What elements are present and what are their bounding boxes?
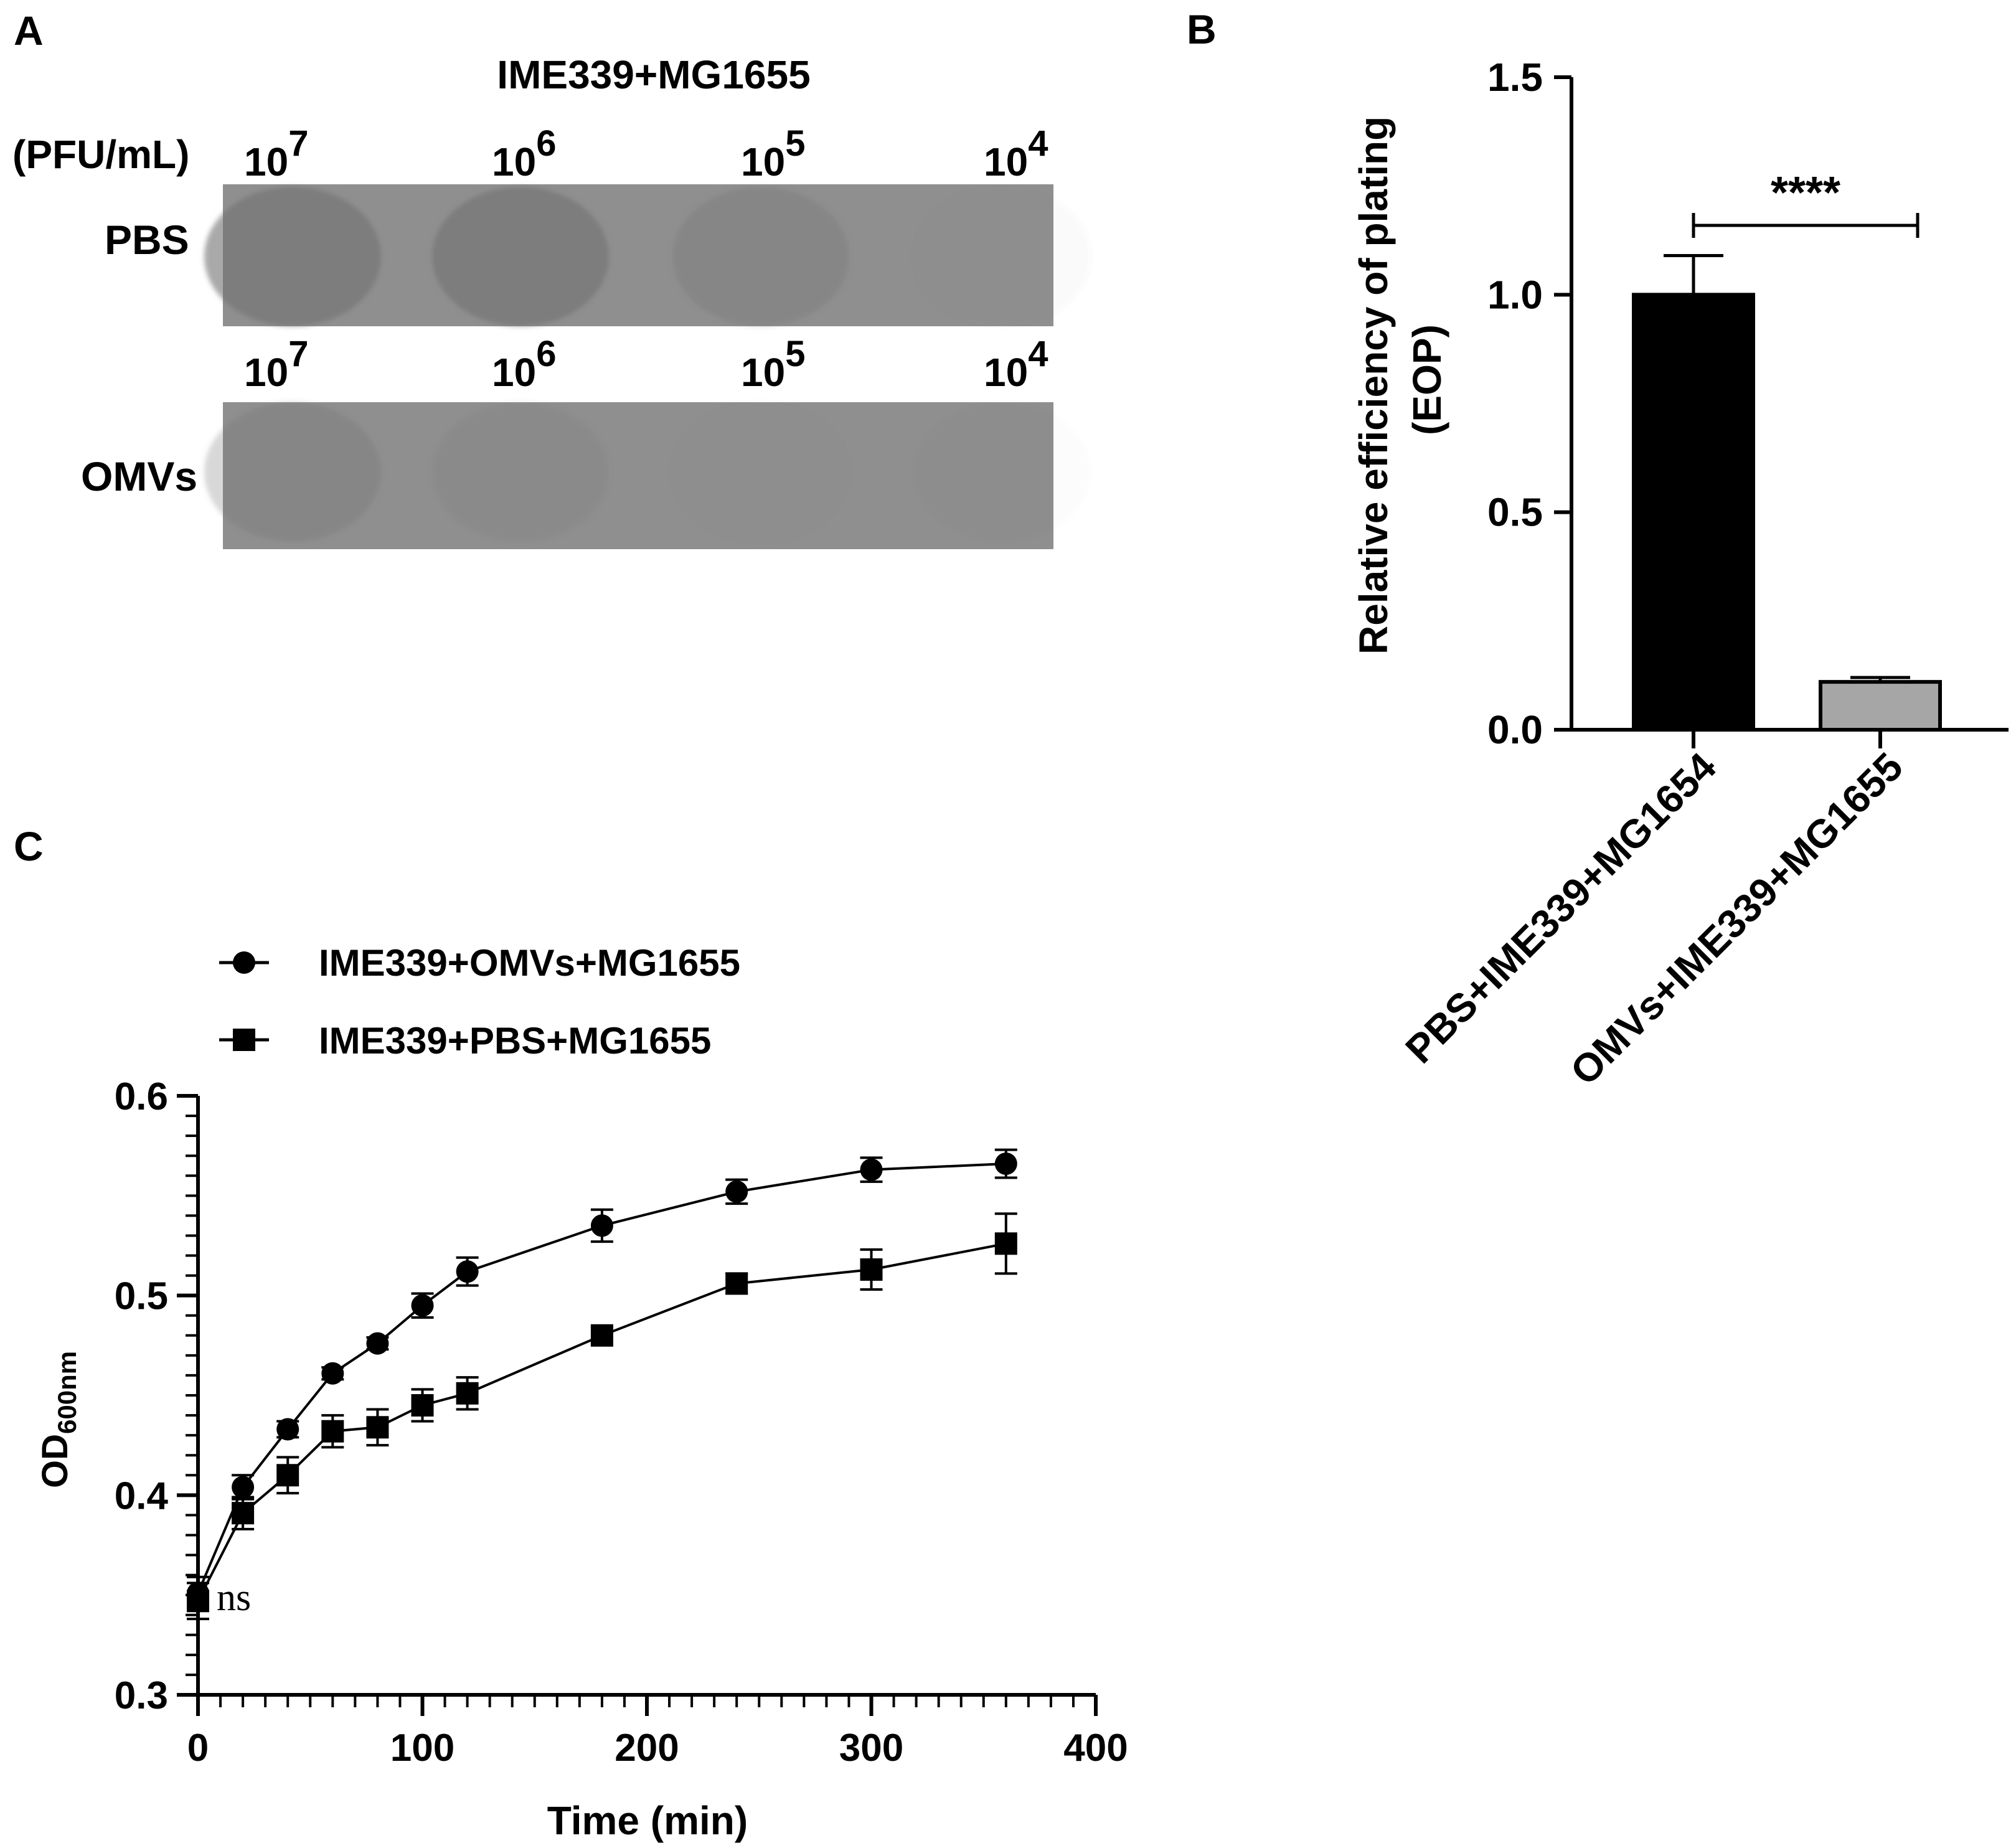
data-point: [276, 1464, 299, 1487]
plate-row-pbs: [204, 184, 1091, 326]
dilution-label: 106: [492, 123, 556, 184]
data-point: [860, 1158, 883, 1181]
dilution-label: 104: [984, 123, 1048, 184]
significance-label: ****: [1771, 168, 1840, 218]
x-tick-label: 100: [390, 1727, 455, 1770]
bar: [1819, 680, 1942, 732]
x-tick-label: OMVs+IME339+MG1655: [1561, 744, 1911, 1094]
y-tick-label: 0.3: [115, 1674, 168, 1717]
legend-label: IME339+PBS+MG1655: [319, 1020, 711, 1062]
plaque-spot: [914, 187, 1091, 326]
data-point: [590, 1324, 613, 1347]
x-tick-label: PBS+IME339+MG1654: [1397, 744, 1725, 1072]
panel-a-letter: A: [14, 7, 44, 54]
panel-c: C IME339+OMVs+MG1655 IME339+PBS+MG1655 O…: [14, 823, 1128, 1843]
data-point: [411, 1294, 434, 1317]
dilution-labels-row1: 107 106 105 104: [244, 123, 1048, 184]
legend-marker-circle: [233, 951, 255, 974]
dilution-label: 107: [244, 123, 308, 184]
panel-b-letter: B: [1187, 6, 1217, 52]
legend: IME339+OMVs+MG1655 IME339+PBS+MG1655: [219, 942, 740, 1062]
pfu-unit-label: (PFU/mL): [12, 132, 189, 177]
y-tick-label: 1.0: [1487, 272, 1543, 317]
legend-label: IME339+OMVs+MG1655: [319, 942, 740, 984]
y-tick-label: 0.0: [1487, 707, 1543, 752]
data-point: [411, 1394, 434, 1417]
plaque-spots: [204, 402, 1091, 542]
plaque-spot: [672, 187, 849, 326]
panel-c-ylabel: OD600nm: [35, 1351, 82, 1488]
data-point: [590, 1214, 613, 1237]
data-point: [725, 1272, 748, 1295]
panel-b-plot: 0.0 0.5 1.0 1.5 PBS+IME339+MG1654OMVs+IME339…: [1397, 55, 2009, 1094]
y-tick-label: 0.4: [115, 1474, 169, 1517]
legend-marker-square: [233, 1029, 255, 1051]
y-tick-label: 0.5: [115, 1275, 168, 1318]
data-point: [994, 1232, 1017, 1255]
dilution-label: 106: [492, 334, 556, 395]
plaque-spot: [672, 402, 849, 542]
data-point: [276, 1418, 299, 1441]
series-line: [197, 1242, 1007, 1602]
data-point: [366, 1332, 389, 1355]
y-tick-label: 0.5: [1487, 490, 1543, 535]
data-point: [994, 1153, 1017, 1176]
row-label-pbs: PBS: [105, 217, 189, 263]
plaque-spot: [204, 187, 381, 326]
plaque-spot: [204, 402, 381, 542]
panel-c-plot: 0 100 200 300 400 0.3 0.4 0.5 0.6 ns: [115, 1075, 1128, 1770]
dilution-label: 104: [984, 334, 1048, 395]
plaque-spot: [432, 187, 609, 326]
x-tick-label: 400: [1063, 1727, 1128, 1770]
panel-a-title: IME339+MG1655: [497, 52, 810, 97]
data-point: [456, 1260, 479, 1283]
y-tick-label: 1.5: [1487, 55, 1543, 100]
data-point: [321, 1420, 344, 1443]
data-point: [860, 1258, 883, 1281]
data-point: [725, 1180, 748, 1203]
panel-c-xlabel: Time (min): [547, 1798, 748, 1843]
data-point: [232, 1476, 255, 1499]
panel-a: A IME339+MG1655 (PFU/mL) 107 106 105 104…: [12, 7, 1091, 549]
annotation-ns: ns: [217, 1577, 251, 1619]
data-point: [187, 1590, 209, 1613]
x-tick-label: 200: [615, 1727, 679, 1770]
plaque-spot: [914, 402, 1091, 542]
bar: [1632, 293, 1755, 732]
x-tick-label: 300: [839, 1727, 903, 1770]
dilution-label: 107: [244, 334, 308, 395]
dilution-label: 105: [741, 334, 805, 395]
data-point: [232, 1502, 255, 1525]
data-point: [321, 1362, 344, 1385]
y-tick-label: 0.6: [115, 1075, 168, 1118]
row-label-omvs: OMVs: [81, 453, 197, 499]
plate-row-omvs: [204, 402, 1091, 549]
dilution-labels-row2: 107 106 105 104: [244, 334, 1048, 395]
dilution-label: 105: [741, 123, 805, 184]
panel-b: B Relative efficiency of plating (EOP) 0…: [1187, 6, 2009, 1094]
data-point: [456, 1382, 479, 1405]
panel-c-letter: C: [14, 823, 44, 869]
panel-b-ylabel: Relative efficiency of plating (EOP): [1351, 105, 1449, 654]
plaque-spot: [432, 402, 609, 542]
plaque-spots: [204, 187, 1091, 326]
x-tick-label: 0: [187, 1727, 209, 1770]
data-point: [366, 1416, 389, 1439]
